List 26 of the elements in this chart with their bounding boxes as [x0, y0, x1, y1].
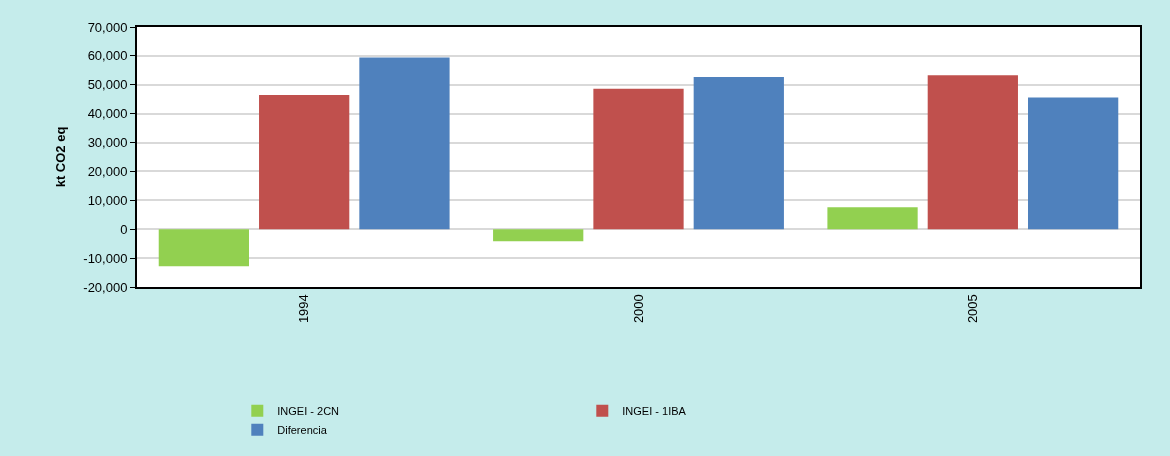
- legend-label: INGEI - 2CN: [277, 404, 340, 417]
- x-tick-label: 1994: [296, 294, 312, 324]
- bar: [158, 229, 249, 267]
- y-tick-label: 60,000: [87, 48, 128, 64]
- bar: [1028, 97, 1119, 230]
- legend-label: Diferencia: [277, 423, 328, 436]
- bar: [593, 88, 684, 230]
- x-tick-label: 2000: [630, 294, 646, 324]
- bar: [359, 57, 450, 230]
- bar: [927, 75, 1018, 230]
- bar: [693, 76, 784, 230]
- bar: [827, 207, 918, 230]
- legend-label: INGEI - 1IBA: [622, 404, 687, 417]
- x-tick-label: 2005: [965, 294, 981, 324]
- y-axis-title: kt CO2 eq: [52, 126, 68, 188]
- y-tick-label: -10,000: [83, 250, 128, 266]
- y-tick-label: 70,000: [87, 19, 128, 35]
- y-tick-label: -20,000: [83, 279, 128, 295]
- y-tick-label: 0: [120, 221, 128, 237]
- y-tick-label: 30,000: [87, 135, 128, 151]
- y-tick-label: 10,000: [87, 192, 128, 208]
- bar: [493, 229, 584, 242]
- bar: [259, 94, 350, 230]
- y-tick-label: 20,000: [87, 163, 128, 179]
- y-tick-label: 50,000: [87, 77, 128, 93]
- y-tick-label: 40,000: [87, 106, 128, 122]
